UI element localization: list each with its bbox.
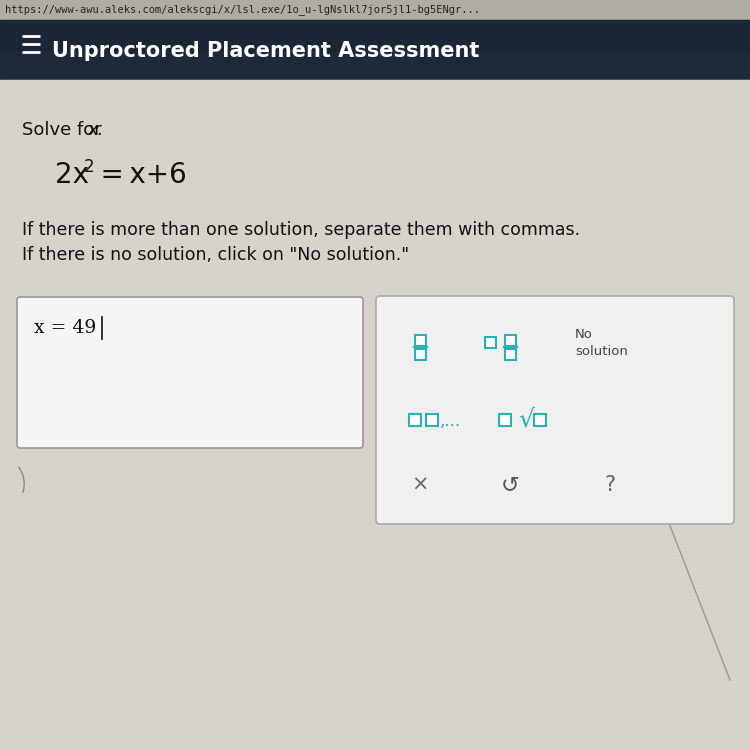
Bar xyxy=(415,349,425,360)
Text: https://www-awu.aleks.com/alekscgi/x/lsl.exe/1o_u-lgNslkl7jor5jl1-bg5ENgr...: https://www-awu.aleks.com/alekscgi/x/lsl… xyxy=(5,4,480,16)
Text: x.: x. xyxy=(87,121,104,139)
Bar xyxy=(0,80,750,750)
Text: 2: 2 xyxy=(84,158,94,176)
Text: ↺: ↺ xyxy=(501,475,519,495)
Bar xyxy=(505,349,515,360)
Text: √: √ xyxy=(518,407,534,431)
Bar xyxy=(505,335,515,346)
FancyBboxPatch shape xyxy=(376,296,734,524)
Text: = x+6: = x+6 xyxy=(95,161,187,189)
Text: Solve for: Solve for xyxy=(22,121,107,139)
Bar xyxy=(0,20,750,80)
Text: ,...: ,... xyxy=(440,412,461,430)
Text: x = 49: x = 49 xyxy=(34,319,96,337)
Bar xyxy=(409,414,421,426)
Bar xyxy=(499,414,511,426)
Bar xyxy=(415,335,425,346)
Bar xyxy=(534,414,546,426)
Bar xyxy=(0,20,750,50)
Text: ×: × xyxy=(411,475,429,495)
Text: No
solution: No solution xyxy=(575,328,628,358)
Bar xyxy=(0,0,750,20)
Text: 2x: 2x xyxy=(55,161,89,189)
Text: If there is no solution, click on "No solution.": If there is no solution, click on "No so… xyxy=(22,246,410,264)
Text: Unproctored Placement Assessment: Unproctored Placement Assessment xyxy=(52,41,479,61)
FancyBboxPatch shape xyxy=(17,297,363,448)
Bar xyxy=(484,337,496,347)
Text: ?: ? xyxy=(604,475,616,495)
Bar xyxy=(426,414,438,426)
Text: If there is more than one solution, separate them with commas.: If there is more than one solution, sepa… xyxy=(22,221,580,239)
